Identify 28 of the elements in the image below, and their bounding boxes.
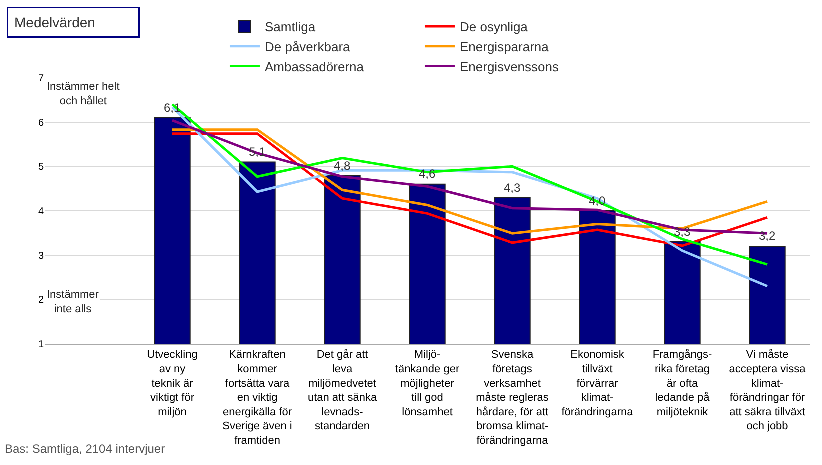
legend-label: Samtliga bbox=[264, 20, 316, 35]
data-label: 3,2 bbox=[759, 229, 776, 243]
x-tick-label: Framgångs- rika företag är ofta ledande på miljöteknik bbox=[652, 349, 712, 418]
text: Instämmer helt och hållet bbox=[47, 81, 120, 108]
legend-label: Energisvenssons bbox=[460, 59, 560, 74]
y-tick-label: 4 bbox=[38, 206, 44, 218]
legend-label: De påverkbara bbox=[264, 39, 352, 54]
legend-label: Ambassadörerna bbox=[264, 59, 365, 74]
y-tick-label: 7 bbox=[38, 74, 44, 84]
x-tick-label: Utveckling av ny teknik är viktigt för miljön bbox=[147, 349, 198, 418]
y-tick-label: 2 bbox=[38, 295, 44, 306]
chart-title: Medelvärden bbox=[14, 14, 96, 30]
legend-label: De osynliga bbox=[460, 20, 529, 35]
y-tick-label: 5 bbox=[38, 162, 44, 174]
x-tick-label: Det går att leva miljömedvetet utan att sänka levnads- standarden bbox=[308, 349, 378, 433]
data-label: 4,8 bbox=[334, 159, 352, 173]
x-tick-label: Vi måste acceptera vissa klimat- förändringar för att säkra tillväxt och jobb bbox=[729, 349, 807, 433]
y-tick-label: 1 bbox=[38, 340, 44, 350]
x-tick-label: Ekonomisk tillväxt förvärrar klimat- förändringarna bbox=[562, 349, 634, 418]
data-label: 4,3 bbox=[504, 181, 522, 195]
x-tick-label: Miljö- tänkande ger möjligheter till god lönsamhet bbox=[395, 349, 460, 418]
y-tick-label: 6 bbox=[38, 118, 44, 129]
text: Bas: Samtliga, 2104 intervjuer bbox=[5, 442, 166, 456]
y-tick-label: 3 bbox=[38, 250, 44, 262]
legend-label: Energispararna bbox=[460, 39, 550, 54]
x-tick-label: Svenska företags verksamhet måste regleras hårdare, för att bromsa klimat- förändringarna bbox=[476, 349, 550, 447]
x-tick-label: Kärnkraften kommer fortsätta vara en viktig energikälla för Sverige även i framtiden bbox=[222, 349, 292, 447]
text: Instämmer inte alls bbox=[47, 289, 100, 316]
